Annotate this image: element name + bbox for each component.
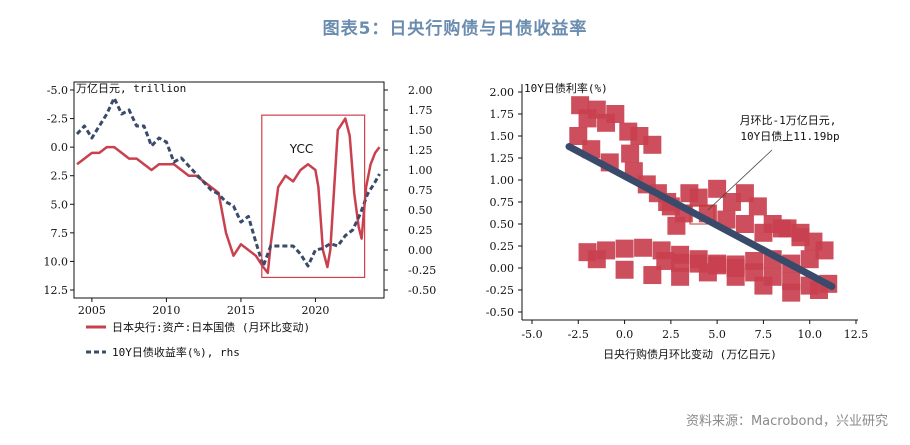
left-y-tick-label: 7.5 (51, 227, 69, 240)
left-unit-label: 万亿日元, trillion (76, 82, 186, 95)
legend-label-yield: 10Y日债收益率(%), rhs (112, 345, 240, 359)
right-y-tick-label: -0.50 (408, 284, 436, 297)
y-tick-label: 1.50 (490, 130, 515, 143)
y-tick-label: 0.75 (490, 196, 515, 209)
x-tick-label: 7.5 (755, 328, 773, 341)
scatter-point (597, 113, 616, 132)
x-tick-label: 10.0 (797, 328, 822, 341)
scatter-point (671, 267, 690, 286)
right-y-tick-label: 1.50 (408, 124, 433, 137)
x-tick-label: -2.5 (568, 328, 589, 341)
scatter-point (754, 276, 773, 295)
right-y-tick-label: 2.00 (408, 84, 433, 97)
scatter-point (667, 216, 686, 235)
right-y-tick-label: 0.00 (408, 244, 433, 257)
scatter-point (772, 219, 791, 238)
right-y-tick-label: 1.75 (408, 104, 433, 117)
left-y-tick-label: 0.0 (51, 141, 69, 154)
annotation-leader (707, 149, 773, 211)
x-tick-label: 2020 (301, 304, 329, 317)
scatter-point (578, 109, 597, 128)
scatter-point (815, 241, 834, 260)
figure-title: 图表5：日央行购债与日债收益率 (322, 19, 588, 39)
left-y-tick-label: -2.5 (47, 113, 68, 126)
legend-label-boj: 日本央行:资产:日本国债 (月环比变动) (112, 320, 310, 334)
x-tick-label: 2005 (78, 304, 106, 317)
scatter-point (726, 267, 745, 286)
scatter-point (615, 239, 634, 258)
scatter-point (748, 197, 767, 216)
scatter-point (698, 263, 717, 282)
scatter-point (782, 283, 801, 302)
x-tick-label: 2010 (152, 304, 180, 317)
y-tick-label: 0.25 (490, 240, 515, 253)
scatter-point (735, 215, 754, 233)
jgb-10y-yield-line (75, 96, 381, 268)
scatter-point (643, 266, 662, 285)
scatter-point (615, 260, 634, 279)
right-y-tick-label: 0.75 (408, 184, 433, 197)
right-y-tick-label: 0.25 (408, 224, 433, 237)
scatter-point (621, 144, 640, 163)
scatter-point (634, 238, 653, 257)
right-y-tick-label: 1.00 (408, 164, 433, 177)
x-tick-label: 12.5 (844, 328, 869, 341)
x-tick-label: -5.0 (521, 328, 542, 341)
scatter-point (587, 250, 606, 269)
x-tick-label: 2.5 (662, 328, 680, 341)
y-tick-label: 1.75 (490, 108, 515, 121)
x-tick-label: 5.0 (708, 328, 726, 341)
x-tick-label: 0.0 (616, 328, 634, 341)
y-tick-label: -0.25 (486, 284, 514, 297)
regression-fit-line (565, 143, 836, 290)
boj-jgb-purchases-line (76, 117, 381, 275)
y-tick-label: 1.25 (490, 152, 515, 165)
right-chart-scatter: 2.00 1.75 1.50 1.25 1.00 0.75 0.50 0.25 0.00 -0.2… (486, 81, 868, 361)
x-axis-label: 日央行购债月环比变动 (万亿日元) (603, 347, 777, 361)
scatter-point (791, 228, 810, 247)
left-y-tick-label: 5.0 (51, 198, 69, 211)
scatter-point (754, 223, 773, 242)
scatter-point (800, 250, 819, 269)
scatter-point (671, 245, 690, 264)
left-y-tick-label: 10.0 (44, 255, 69, 268)
ycc-label: YCC (289, 142, 313, 156)
y-tick-label: 1.00 (490, 174, 515, 187)
right-y-tick-label: 1.25 (408, 144, 433, 157)
highlight-box (689, 205, 715, 225)
source-note: 资料来源：Macrobond，兴业研究 (685, 414, 888, 429)
ycc-period-box (261, 114, 366, 279)
scatter-point (643, 135, 662, 154)
left-y-tick-label: 12.5 (44, 284, 69, 297)
y-tick-label: 0.00 (490, 262, 515, 275)
annotation-line-2: 10Y日债上11.19bp (740, 129, 839, 143)
annotation-line-1: 月环比-1万亿日元, (740, 114, 837, 127)
y-tick-label: -0.50 (486, 306, 514, 319)
y-tick-label: 0.50 (490, 218, 515, 231)
y-tick-label: 2.00 (490, 86, 515, 99)
x-tick-label: 2015 (227, 304, 255, 317)
scatter-point (708, 179, 727, 198)
left-y-tick-label: 2.5 (51, 170, 69, 183)
y-axis-label: 10Y日债利率(%) (524, 81, 608, 95)
left-y-tick-label: -5.0 (47, 84, 68, 97)
scatter-point (652, 241, 671, 260)
scatter-point (680, 184, 699, 203)
right-y-tick-label: -0.25 (408, 264, 436, 277)
left-chart-time-series: -5.0 -2.5 0.0 2.5 5.0 7.5 10.0 12.5 2.00 1.75 1.50… (44, 81, 436, 359)
right-y-tick-label: 0.50 (408, 204, 433, 217)
